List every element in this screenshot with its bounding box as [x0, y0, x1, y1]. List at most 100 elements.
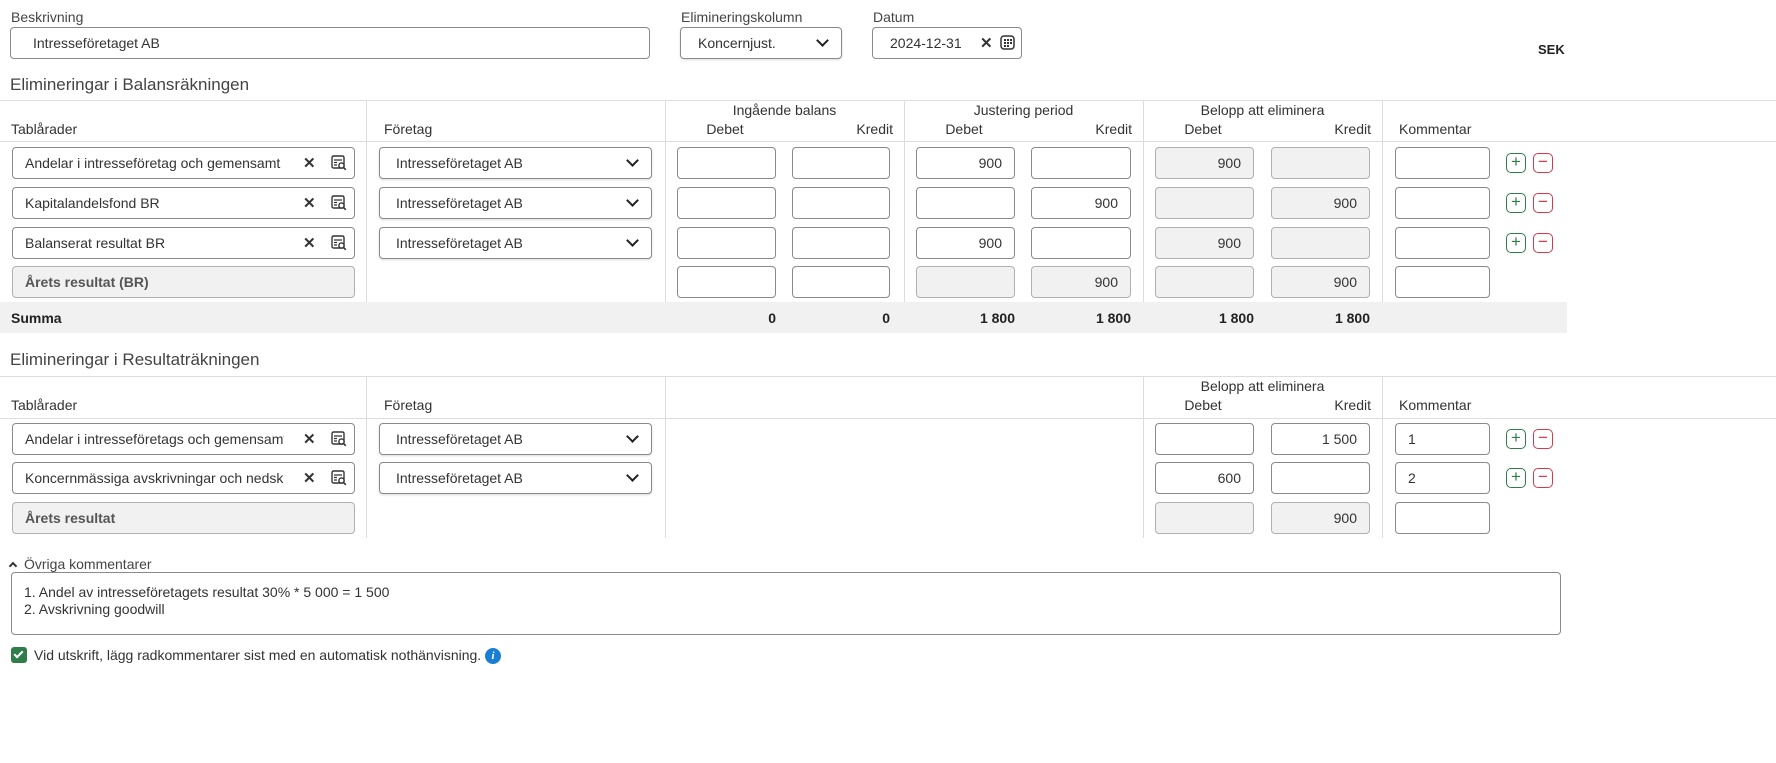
- date-input[interactable]: 2024-12-31 ✕: [872, 27, 1022, 59]
- description-label: Beskrivning: [11, 9, 84, 25]
- comment-input[interactable]: [1395, 227, 1490, 259]
- column-divider: [366, 100, 367, 302]
- column-divider: [1382, 376, 1383, 538]
- amount-input[interactable]: 900: [916, 147, 1015, 179]
- company-select[interactable]: Intresseföretaget AB: [379, 187, 652, 219]
- amount-input: 900: [1271, 266, 1370, 298]
- add-row-button[interactable]: +: [1506, 193, 1526, 213]
- chevron-down-icon: [626, 234, 639, 247]
- checkmark-icon: [13, 648, 24, 659]
- sum-row: [0, 302, 1567, 333]
- col-rows: Tablårader: [11, 121, 78, 137]
- col-comment: Kommentar: [1399, 121, 1472, 137]
- lookup-icon[interactable]: [331, 235, 347, 251]
- remove-row-button[interactable]: −: [1533, 193, 1553, 213]
- add-row-button[interactable]: +: [1506, 468, 1526, 488]
- amount-input[interactable]: [792, 227, 890, 259]
- amount-input[interactable]: 1 500: [1271, 423, 1370, 455]
- clear-icon[interactable]: ✕: [303, 470, 316, 487]
- remove-row-button[interactable]: −: [1533, 233, 1553, 253]
- col-credit: Kredit: [856, 121, 893, 137]
- clear-icon[interactable]: ✕: [303, 195, 316, 212]
- amount-input[interactable]: [1271, 462, 1370, 494]
- remove-row-button[interactable]: −: [1533, 153, 1553, 173]
- lookup-icon[interactable]: [331, 195, 347, 211]
- account-value: Kapitalandelsfond BR: [25, 195, 160, 211]
- info-icon[interactable]: i: [485, 648, 501, 664]
- amount-input: 900: [1155, 147, 1254, 179]
- amount-input[interactable]: [792, 266, 890, 298]
- other-comments-toggle[interactable]: Övriga kommentarer: [8, 556, 152, 572]
- col-group-eliminate: Belopp att eliminera: [1200, 378, 1325, 394]
- other-comments-label: Övriga kommentarer: [24, 556, 152, 572]
- clear-icon[interactable]: ✕: [303, 431, 316, 448]
- other-comments-textarea[interactable]: 1. Andel av intresseföretagets resultat …: [11, 572, 1561, 635]
- elim-column-value: Koncernjust.: [698, 35, 776, 51]
- company-value: Intresseföretaget AB: [396, 195, 523, 211]
- amount-input: [1271, 147, 1370, 179]
- amount-input[interactable]: 900: [1031, 187, 1131, 219]
- amount-input[interactable]: [677, 187, 776, 219]
- amount-input: 900: [1155, 227, 1254, 259]
- lookup-icon[interactable]: [331, 470, 347, 486]
- amount-input[interactable]: [677, 147, 776, 179]
- account-value: Koncernmässiga avskrivningar och nedskri…: [25, 470, 284, 486]
- description-input[interactable]: Intresseföretaget AB: [10, 27, 650, 59]
- clear-date-icon[interactable]: ✕: [980, 35, 993, 52]
- col-rows: Tablårader: [11, 397, 78, 413]
- amount-input: [1155, 266, 1254, 298]
- sum-adj-debit: 1 800: [979, 310, 1015, 326]
- comment-input[interactable]: 2: [1395, 462, 1490, 494]
- account-input[interactable]: Koncernmässiga avskrivningar och nedskri…: [12, 462, 355, 494]
- add-row-button[interactable]: +: [1506, 153, 1526, 173]
- col-group-opening: Ingående balans: [732, 102, 837, 118]
- elim-column-select[interactable]: Koncernjust.: [680, 27, 842, 59]
- amount-input[interactable]: [677, 266, 776, 298]
- amount-input[interactable]: 900: [916, 227, 1015, 259]
- chevron-down-icon: [626, 469, 639, 482]
- lookup-icon[interactable]: [331, 431, 347, 447]
- header-divider: [0, 376, 1776, 377]
- amount-input[interactable]: [792, 187, 890, 219]
- remove-row-button[interactable]: −: [1533, 429, 1553, 449]
- company-select[interactable]: Intresseföretaget AB: [379, 462, 652, 494]
- lookup-icon[interactable]: [331, 155, 347, 171]
- amount-input[interactable]: [677, 227, 776, 259]
- amount-input[interactable]: [792, 147, 890, 179]
- clear-icon[interactable]: ✕: [303, 155, 316, 172]
- comment-input[interactable]: [1395, 147, 1490, 179]
- calendar-icon[interactable]: [1000, 35, 1015, 50]
- amount-input[interactable]: [916, 187, 1015, 219]
- chevron-down-icon: [626, 430, 639, 443]
- amount-input[interactable]: 600: [1155, 462, 1254, 494]
- comment-input[interactable]: [1395, 187, 1490, 219]
- account-value: Balanserat resultat BR: [25, 235, 166, 251]
- print-comments-checkbox[interactable]: [11, 647, 27, 663]
- comment-input[interactable]: [1395, 266, 1490, 298]
- company-select[interactable]: Intresseföretaget AB: [379, 227, 652, 259]
- sum-open-debit: 0: [768, 310, 776, 326]
- account-input[interactable]: Andelar i intresseföretag och gemensamt …: [12, 147, 355, 179]
- col-debit: Debet: [945, 121, 983, 137]
- amount-input[interactable]: [1031, 147, 1131, 179]
- add-row-button[interactable]: +: [1506, 233, 1526, 253]
- amount-input[interactable]: [1155, 423, 1254, 455]
- comment-input[interactable]: 1: [1395, 423, 1490, 455]
- result-row-label: Årets resultat: [12, 502, 355, 534]
- clear-icon[interactable]: ✕: [303, 235, 316, 252]
- col-debit: Debet: [1184, 397, 1222, 413]
- account-input[interactable]: Balanserat resultat BR ✕: [12, 227, 355, 259]
- company-select[interactable]: Intresseföretaget AB: [379, 147, 652, 179]
- header-divider: [0, 100, 1776, 101]
- add-row-button[interactable]: +: [1506, 429, 1526, 449]
- amount-input: [1271, 227, 1370, 259]
- company-select[interactable]: Intresseföretaget AB: [379, 423, 652, 455]
- account-input[interactable]: Andelar i intresseföretags och gemensamt…: [12, 423, 355, 455]
- amount-input[interactable]: [1031, 227, 1131, 259]
- column-divider: [1143, 100, 1144, 302]
- remove-row-button[interactable]: −: [1533, 468, 1553, 488]
- comment-input[interactable]: [1395, 502, 1490, 534]
- column-divider: [366, 376, 367, 538]
- account-input[interactable]: Kapitalandelsfond BR ✕: [12, 187, 355, 219]
- col-group-eliminate: Belopp att eliminera: [1200, 102, 1325, 118]
